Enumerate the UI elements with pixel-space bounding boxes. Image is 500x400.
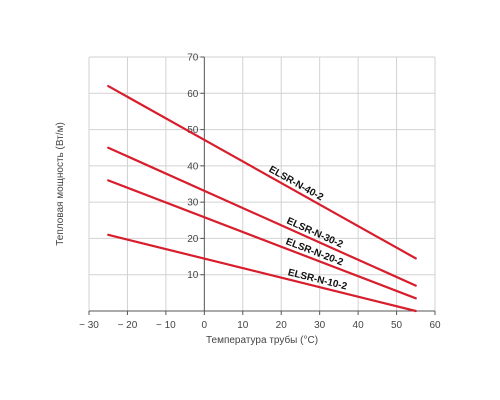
x-tick-label: 30	[314, 320, 326, 331]
series-line	[107, 84, 417, 260]
x-axis-title: Температура трубы (°C)	[206, 334, 318, 346]
x-tick-label: 20	[276, 320, 288, 331]
x-tick-label: − 20	[118, 320, 138, 331]
x-tick-label: − 30	[79, 320, 99, 331]
y-tick-label: 30	[187, 198, 199, 209]
y-tick-label: 60	[187, 89, 199, 100]
y-axis-title: Тепловая мощность (Вт/м)	[55, 122, 66, 246]
x-tick-label: 40	[353, 320, 365, 331]
x-tick-label: − 10	[156, 320, 176, 331]
series-line	[107, 233, 417, 313]
y-tick-label: 20	[187, 234, 199, 245]
y-tick-label: 70	[187, 53, 199, 64]
x-tick-label: 60	[429, 320, 441, 331]
y-tick-label: 40	[187, 161, 199, 172]
series-line	[107, 146, 417, 287]
x-tick-label: 50	[391, 320, 403, 331]
series-line	[107, 179, 417, 300]
y-tick-label: 10	[187, 270, 199, 281]
y-tick-label: 50	[187, 125, 199, 136]
x-tick-label: 10	[237, 320, 249, 331]
x-tick-label: 0	[202, 320, 208, 331]
series-lines	[107, 84, 417, 313]
axes: − 30 − 20 − 10 0 10 20 30 40 50 60 10 20 30 40 50 60 70	[79, 53, 441, 332]
